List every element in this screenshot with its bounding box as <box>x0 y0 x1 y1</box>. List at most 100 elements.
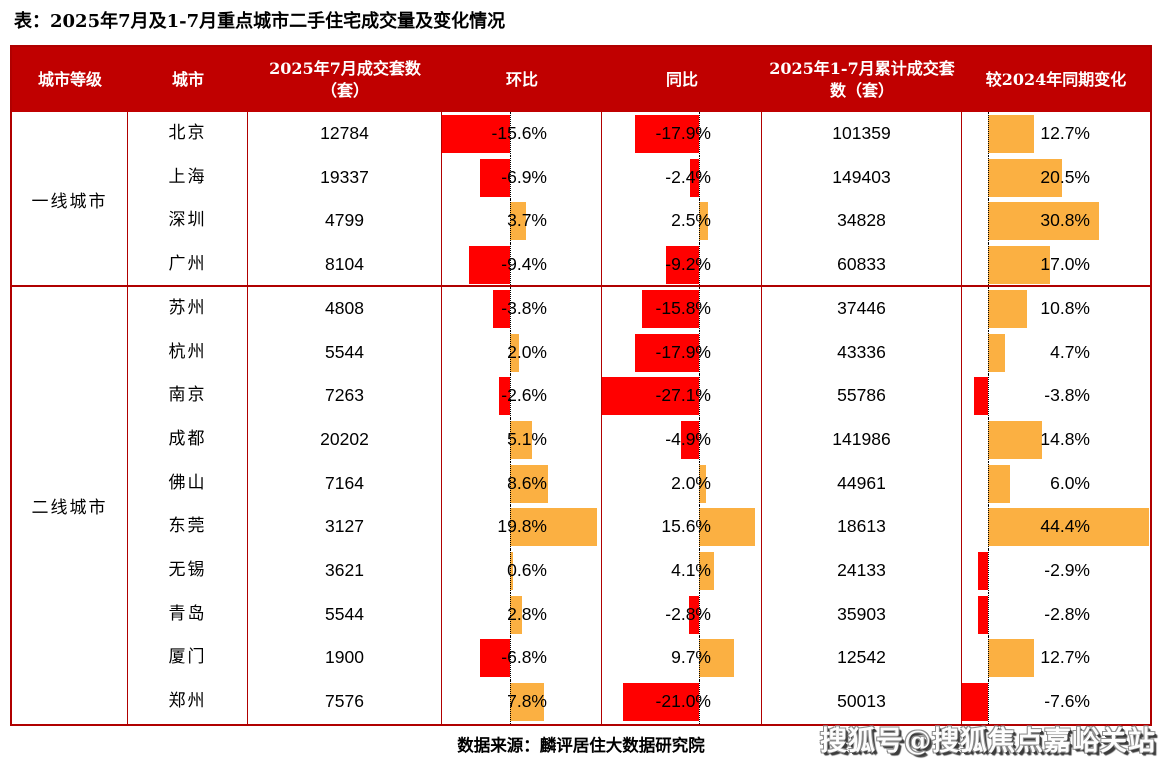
dotted-baseline <box>510 680 511 724</box>
cumulative-sales-cell: 44961 <box>762 461 962 506</box>
cumulative-sales-cell: 101359 <box>762 112 962 156</box>
vs2024-bar-cell: 30.8% <box>962 199 1150 244</box>
pct-label: -17.9% <box>655 123 711 143</box>
yoy-bar-cell: 2.5% <box>602 199 762 244</box>
dotted-baseline <box>510 286 511 331</box>
dotted-baseline <box>988 636 989 681</box>
city-cell: 成都 <box>128 417 248 462</box>
table-row: 东莞 3127 19.8% 15.6% 18613 44.4% <box>128 505 1150 550</box>
cumulative-sales-cell: 149403 <box>762 155 962 200</box>
pct-label: -2.6% <box>501 385 547 406</box>
yoy-bar-cell: 15.6% <box>602 505 762 550</box>
vs2024-bar-cell: 14.8% <box>962 417 1150 462</box>
table-row: 杭州 5544 2.0% -17.9% 43336 4.7% <box>128 330 1150 375</box>
table-row: 深圳 4799 3.7% 2.5% 34828 30.8% <box>128 199 1150 244</box>
july-sales-cell: 7263 <box>248 374 442 418</box>
mom-bar-cell: 5.1% <box>442 417 602 462</box>
cumulative-sales-cell: 35903 <box>762 592 962 637</box>
city-cell: 北京 <box>128 112 248 156</box>
table-row: 佛山 7164 8.6% 2.0% 44961 6.0% <box>128 461 1150 506</box>
cumulative-sales-cell: 18613 <box>762 505 962 550</box>
table-row: 郑州 7576 7.8% -21.0% 50013 -7.6% <box>128 680 1150 724</box>
mom-bar-cell: 19.8% <box>442 505 602 550</box>
header-city-tier: 城市等级 <box>37 69 102 89</box>
yoy-bar-cell: -4.9% <box>602 417 762 462</box>
pct-label: 12.7% <box>1040 647 1090 668</box>
yoy-bar-cell: -27.1% <box>602 374 762 418</box>
page-title: 表：2025年7月及1-7月重点城市二手住宅成交量及变化情况 <box>14 11 506 32</box>
dotted-baseline <box>699 199 700 244</box>
vs2024-bar-cell: 10.8% <box>962 286 1150 331</box>
dotted-baseline <box>988 461 989 506</box>
positive-bar <box>988 246 1050 285</box>
table-row: 广州 8104 -9.4% -9.2% 60833 17.0% <box>128 243 1150 287</box>
negative-bar <box>977 552 988 591</box>
pct-label: 14.8% <box>1040 428 1090 449</box>
table-row: 成都 20202 5.1% -4.9% 141986 14.8% <box>128 417 1150 462</box>
pct-label: 3.7% <box>507 210 547 231</box>
cumulative-sales-cell: 37446 <box>762 286 962 331</box>
table-header-row: 城市等级 城市 2025年7月成交套数（套） 环比 同比 2025年1-7月累计… <box>12 47 1150 112</box>
dotted-baseline <box>988 112 989 156</box>
yoy-bar-cell: 2.0% <box>602 461 762 506</box>
dotted-baseline <box>510 199 511 244</box>
negative-bar <box>665 246 699 285</box>
positive-bar <box>699 202 708 241</box>
yoy-bar-cell: -17.9% <box>602 330 762 375</box>
city-cell: 南京 <box>128 374 248 418</box>
july-sales-cell: 3127 <box>248 505 442 550</box>
pct-label: 2.8% <box>507 603 547 624</box>
positive-bar <box>510 333 519 372</box>
header-yoy: 同比 <box>665 69 698 89</box>
positive-bar <box>988 158 1063 197</box>
dotted-baseline <box>699 243 700 287</box>
tier-column: 一线城市 二线城市 <box>12 112 128 724</box>
yoy-bar-cell: 9.7% <box>602 636 762 681</box>
city-cell: 广州 <box>128 243 248 287</box>
pct-label: 8.6% <box>507 472 547 493</box>
cumulative-sales-cell: 141986 <box>762 417 962 462</box>
pct-label: -3.8% <box>501 297 547 318</box>
dotted-baseline <box>699 330 700 375</box>
negative-bar <box>681 420 699 459</box>
table-rows: 北京 12784 -15.6% -17.9% 101359 12.7% 上海 19337 -6.… <box>128 112 1150 724</box>
positive-bar <box>988 115 1034 153</box>
pct-label: -6.9% <box>501 166 547 187</box>
negative-bar <box>480 639 510 678</box>
pct-label: -9.4% <box>501 254 547 275</box>
dotted-baseline <box>988 330 989 375</box>
header-city: 城市 <box>171 69 204 89</box>
dotted-baseline <box>699 461 700 506</box>
pct-label: -2.9% <box>1044 560 1090 581</box>
city-cell: 青岛 <box>128 592 248 637</box>
negative-bar <box>690 158 699 197</box>
pct-label: -2.8% <box>1044 603 1090 624</box>
pct-label: 4.7% <box>1050 341 1090 362</box>
vs2024-bar-cell: 20.5% <box>962 155 1150 200</box>
dotted-baseline <box>510 243 511 287</box>
positive-bar <box>699 464 707 503</box>
mom-bar-cell: 0.6% <box>442 549 602 593</box>
july-sales-cell: 7576 <box>248 680 442 724</box>
city-cell: 苏州 <box>128 286 248 331</box>
negative-bar <box>442 115 510 153</box>
city-cell: 佛山 <box>128 461 248 506</box>
pct-label: 0.6% <box>507 560 547 581</box>
pct-label: 20.5% <box>1040 166 1090 187</box>
city-cell: 东莞 <box>128 505 248 550</box>
dotted-baseline <box>510 374 511 418</box>
pct-label: -17.9% <box>655 341 711 362</box>
dotted-baseline <box>510 112 511 156</box>
positive-bar <box>510 683 545 722</box>
negative-bar <box>493 289 510 328</box>
negative-bar <box>634 115 699 153</box>
dotted-baseline <box>699 417 700 462</box>
positive-bar <box>699 552 714 591</box>
july-sales-cell: 3621 <box>248 549 442 593</box>
july-sales-cell: 7164 <box>248 461 442 506</box>
pct-label: 2.0% <box>671 472 711 493</box>
cumulative-sales-cell: 34828 <box>762 199 962 244</box>
dotted-baseline <box>510 549 511 593</box>
dotted-baseline <box>988 286 989 331</box>
vs2024-bar-cell: 6.0% <box>962 461 1150 506</box>
